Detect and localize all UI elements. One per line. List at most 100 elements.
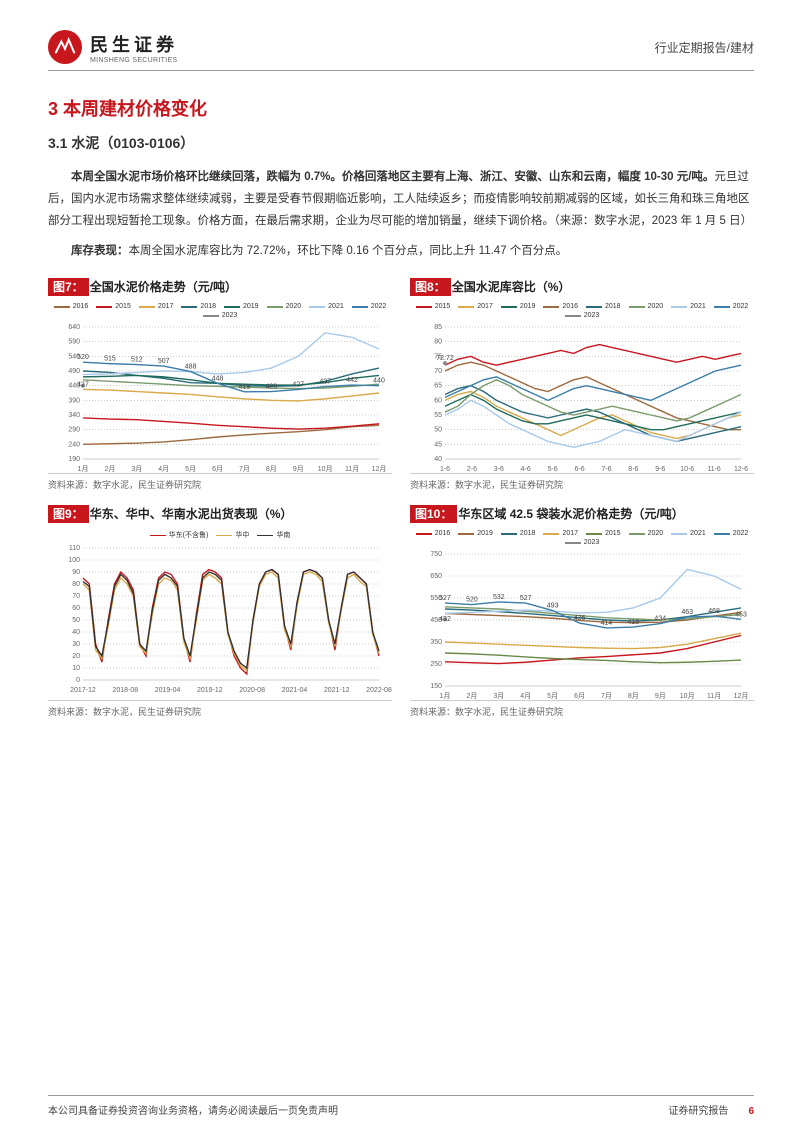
svg-text:493: 493	[547, 603, 559, 610]
svg-text:40: 40	[434, 456, 442, 463]
svg-text:2022-08: 2022-08	[366, 687, 392, 694]
svg-text:6-6: 6-6	[574, 466, 584, 473]
svg-text:9月: 9月	[293, 465, 304, 473]
svg-text:6月: 6月	[574, 692, 585, 700]
footer-right-text: 证券研究报告	[668, 1106, 728, 1117]
legend-item: 2016	[543, 303, 578, 310]
chart-8-block: 图8：全国水泥库容比（%） 20152017201920162018202020…	[410, 274, 754, 495]
svg-text:2021-12: 2021-12	[324, 687, 350, 694]
svg-text:340: 340	[68, 412, 80, 419]
chart-8-num: 图8：	[410, 278, 451, 296]
svg-text:448: 448	[212, 376, 224, 383]
svg-text:4-6: 4-6	[521, 466, 531, 473]
svg-text:6月: 6月	[212, 465, 223, 473]
chart-10-title-text: 华东区域 42.5 袋装水泥价格走势（元/吨）	[458, 507, 683, 521]
svg-text:512: 512	[131, 357, 143, 364]
svg-text:1-6: 1-6	[440, 466, 450, 473]
svg-text:90: 90	[72, 569, 80, 576]
svg-text:11月: 11月	[345, 465, 359, 473]
svg-text:527: 527	[439, 595, 451, 602]
svg-text:2020-08: 2020-08	[239, 687, 265, 694]
legend-item: 2022	[352, 303, 387, 310]
svg-text:7月: 7月	[601, 692, 612, 700]
svg-text:50: 50	[434, 427, 442, 434]
svg-text:436: 436	[574, 615, 586, 622]
legend-item: 2016	[54, 303, 89, 310]
svg-text:12-6: 12-6	[734, 466, 748, 473]
header-category: 行业定期报告/建材	[655, 39, 754, 56]
legend-item: 2018	[586, 303, 621, 310]
logo-en: MINSHENG SECURITIES	[90, 57, 178, 64]
chart-legend: 201620152017201820192020202120222023	[48, 299, 392, 323]
svg-text:9-6: 9-6	[655, 466, 665, 473]
legend-item: 华中	[216, 530, 249, 540]
svg-text:80: 80	[434, 339, 442, 346]
chart-8: 2015201720192016201820202021202220234045…	[410, 299, 754, 471]
page-header: 民生证券 MINSHENG SECURITIES 行业定期报告/建材	[48, 30, 754, 71]
legend-item: 2017	[543, 530, 578, 537]
svg-text:65: 65	[434, 383, 442, 390]
legend-item: 2023	[203, 312, 238, 319]
svg-text:60: 60	[72, 605, 80, 612]
svg-text:515: 515	[104, 356, 116, 363]
legend-item: 2019	[224, 303, 259, 310]
svg-text:463: 463	[681, 610, 693, 617]
svg-text:2017-12: 2017-12	[70, 687, 96, 694]
svg-text:414: 414	[601, 620, 613, 627]
page-footer: 本公司具备证券投资咨询业务资格，请务必阅读最后一页免责声明 证券研究报告6	[48, 1095, 754, 1117]
svg-text:437: 437	[319, 379, 331, 386]
chart-svg: 01020304050607080901001102017-122018-082…	[48, 544, 392, 694]
chart-svg: 1902402903403904404905405906401月2月3月4月5月…	[48, 323, 392, 473]
svg-text:7月: 7月	[239, 465, 250, 473]
svg-text:1月: 1月	[78, 465, 89, 473]
chart-9-source: 资料来源：数字水泥，民生证券研究院	[48, 700, 392, 722]
svg-text:12月: 12月	[734, 692, 749, 700]
svg-text:10-6: 10-6	[680, 466, 694, 473]
svg-text:1月: 1月	[440, 692, 451, 700]
svg-text:250: 250	[430, 661, 442, 668]
legend-item: 2016	[416, 530, 451, 537]
chart-10-num: 图10：	[410, 505, 457, 523]
svg-text:419: 419	[239, 384, 251, 391]
svg-text:750: 750	[430, 551, 442, 558]
paragraph-2: 库存表现：本周全国水泥库容比为 72.72%，环比下降 0.16 个百分点，同比…	[48, 241, 754, 263]
chart-legend: 华东(不含鲁)华中华南	[48, 526, 392, 544]
svg-text:70: 70	[72, 593, 80, 600]
svg-text:2月: 2月	[466, 692, 477, 700]
svg-text:8月: 8月	[266, 465, 277, 473]
svg-text:190: 190	[68, 456, 80, 463]
chart-svg: 1502503504505506507501月2月3月4月5月6月7月8月9月1…	[410, 550, 754, 700]
svg-text:7-6: 7-6	[601, 466, 611, 473]
chart-10-block: 图10：华东区域 42.5 袋装水泥价格走势（元/吨） 201620192018…	[410, 501, 754, 722]
svg-text:2019-04: 2019-04	[155, 687, 181, 694]
svg-text:2018-08: 2018-08	[112, 687, 138, 694]
svg-text:350: 350	[430, 639, 442, 646]
chart-10-title: 图10：华东区域 42.5 袋装水泥价格走势（元/吨）	[410, 501, 754, 526]
logo-cn: 民生证券	[90, 31, 178, 57]
svg-text:60: 60	[434, 398, 442, 405]
svg-text:10月: 10月	[680, 692, 695, 700]
svg-text:72.72: 72.72	[436, 355, 454, 362]
svg-text:50: 50	[72, 617, 80, 624]
svg-text:420: 420	[266, 384, 278, 391]
svg-text:8-6: 8-6	[628, 466, 638, 473]
chart-svg: 404550556065707580851-62-63-64-65-66-67-…	[410, 323, 754, 473]
svg-text:520: 520	[77, 355, 89, 362]
svg-text:20: 20	[72, 653, 80, 660]
svg-text:8月: 8月	[628, 692, 639, 700]
svg-text:80: 80	[72, 581, 80, 588]
logo-icon	[48, 30, 82, 64]
legend-item: 2019	[501, 303, 536, 310]
chart-9: 华东(不含鲁)华中华南01020304050607080901001102017…	[48, 526, 392, 698]
svg-text:5-6: 5-6	[548, 466, 558, 473]
chart-7-title-text: 全国水泥价格走势（元/吨）	[90, 280, 237, 294]
svg-text:2月: 2月	[104, 465, 115, 473]
svg-text:440: 440	[373, 378, 385, 385]
svg-text:70: 70	[434, 368, 442, 375]
svg-text:290: 290	[68, 427, 80, 434]
svg-text:640: 640	[68, 324, 80, 331]
legend-item: 2018	[181, 303, 216, 310]
svg-text:2021-04: 2021-04	[282, 687, 308, 694]
svg-text:110: 110	[69, 545, 80, 552]
section-title: 3 本周建材价格变化	[48, 95, 754, 121]
